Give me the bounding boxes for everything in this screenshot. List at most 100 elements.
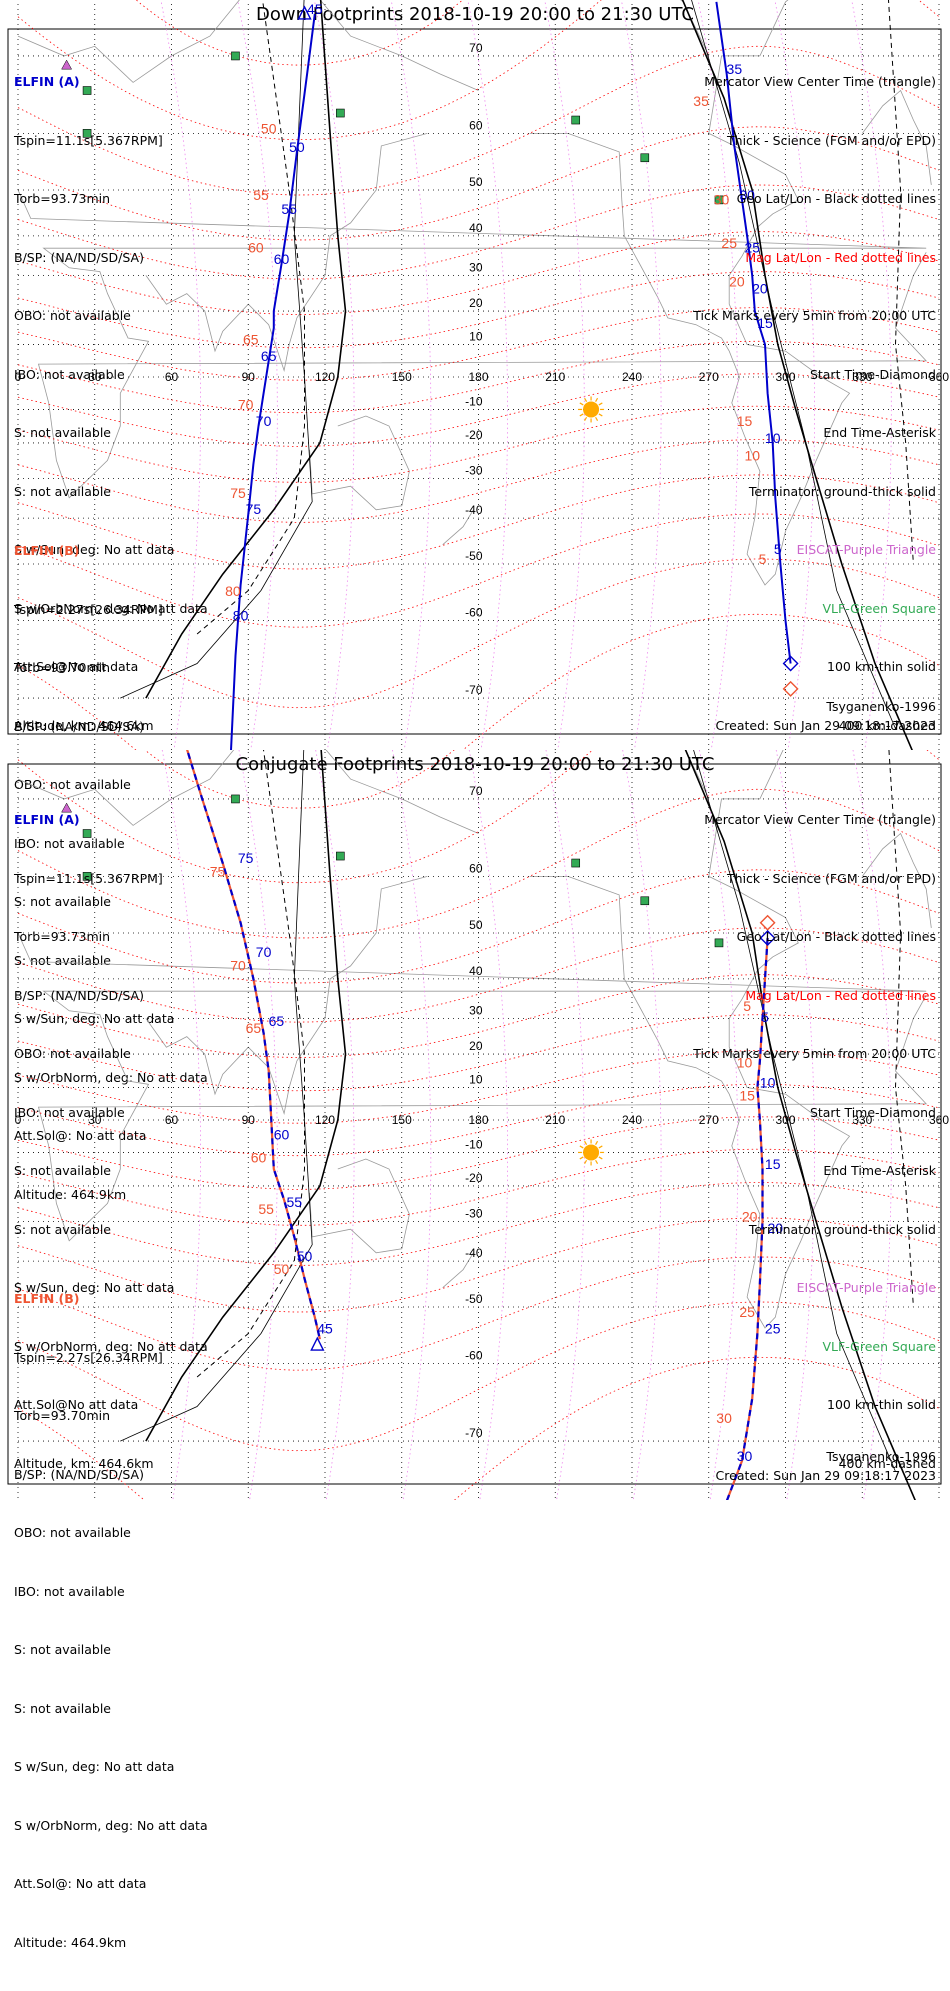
y-tick-label: 20 [469, 1039, 483, 1053]
sun-ray [598, 413, 603, 417]
track-tick-label: 55 [258, 1201, 274, 1217]
x-tick-label: 30 [88, 1113, 102, 1127]
legend-line: Mag Lat/Lon - Red dotted lines [745, 987, 936, 1003]
x-tick-label: 240 [622, 1113, 642, 1127]
legend-line: Thick - Science (FGM and/or EPD) [727, 870, 936, 886]
x-tick-label: 120 [315, 370, 335, 384]
y-tick-label: 70 [469, 784, 483, 798]
track-tick-label: 50 [289, 139, 305, 155]
down-footprints-panel: Down Footprints 2018-10-19 20:00 to 21:3… [0, 0, 950, 1202]
y-tick-label: -20 [465, 428, 483, 442]
start-time-diamond [782, 680, 799, 697]
sun-ray [579, 1156, 584, 1160]
100km-line [120, 0, 313, 699]
elfin-b-line: S: not available [14, 1700, 111, 1716]
elfin-b-line: OBO: not available [14, 1525, 131, 1540]
track-tick-label: 10 [760, 1075, 776, 1091]
mag-lon-line [774, 0, 815, 750]
y-tick-label: 40 [469, 964, 483, 978]
coastline [17, 189, 928, 499]
coastline [529, 750, 851, 1329]
sun-ray [595, 397, 599, 402]
mag-lon-line [545, 750, 585, 1500]
track-tick-label: 10 [744, 447, 760, 463]
elfin-b-header: ELFIN (B) [14, 543, 80, 558]
vlf-site-marker [640, 896, 650, 906]
elfin-b-line: IBO: not available [14, 835, 125, 851]
sun-ray [598, 402, 603, 406]
panel-title: Down Footprints 2018-10-19 20:00 to 21:3… [256, 4, 694, 25]
x-tick-label: 90 [242, 1113, 256, 1127]
legend-line: Mercator View Center Time (triangle) [704, 812, 936, 827]
mag-lat-line [17, 1148, 940, 1226]
elfin-b-line: Torb=93.70min [14, 1408, 111, 1423]
sun-ray [584, 397, 588, 402]
legend-line: EISCAT-Purple Triangle [796, 1280, 936, 1295]
terminator-line [145, 750, 347, 1442]
mag-lat-line [17, 231, 940, 315]
vlf-site-marker [571, 858, 581, 868]
sun-ray [579, 413, 584, 417]
legend-line: 100 km-thin solid [827, 659, 936, 674]
y-tick-label: 20 [469, 296, 483, 310]
y-tick-label: -40 [465, 503, 483, 517]
coastline [442, 1252, 474, 1288]
elfin-b-line: Att.Sol@: No att data [14, 1876, 147, 1891]
elfin-b-line: Altitude: 464.9km [14, 1934, 127, 1950]
track-tick-label: 30 [737, 1448, 753, 1464]
vlf-site-marker [714, 938, 724, 948]
mag-lat-line [17, 474, 940, 570]
elfin-b-line: Torb=93.70min [14, 660, 111, 675]
track-tick-label: 55 [287, 1194, 303, 1210]
track-tick-label: 50 [274, 1261, 290, 1277]
mag-lat-line [17, 1014, 940, 1092]
legend-line: Tick Marks every 5min from 20:00 UTC [693, 1046, 936, 1061]
mag-lat-line [17, 271, 940, 349]
sun-icon [583, 401, 600, 418]
x-tick-label: 300 [775, 370, 795, 384]
elfin-a-line: IBO: not available [14, 1104, 125, 1120]
track-tick-label: 35 [693, 93, 709, 109]
400km-line [196, 750, 305, 1378]
mag-lon-line [851, 0, 892, 750]
vlf-site-marker [231, 51, 240, 61]
x-tick-label: 90 [242, 370, 256, 384]
track-tick-label: 15 [765, 1156, 781, 1172]
x-tick-label: 60 [165, 1113, 179, 1127]
track-tick-label: 60 [251, 1149, 267, 1165]
vlf-site-marker [82, 129, 92, 138]
x-tick-label: 0 [15, 370, 22, 384]
elfin-b-line: S: not available [14, 894, 111, 909]
x-tick-label: 240 [622, 370, 642, 384]
mag-lon-line [699, 750, 739, 1500]
mag-lat-line [17, 340, 940, 414]
track-tick-label: 10 [737, 1055, 753, 1071]
elfin-b-line: S: not available [14, 1642, 111, 1657]
mag-lon-line [852, 750, 892, 1500]
legend-line: EISCAT-Purple Triangle [796, 542, 936, 557]
coastline [145, 876, 428, 1116]
legend-line: VLF-Green Square [822, 600, 936, 616]
eiscat-site-marker [61, 59, 73, 70]
coastline [685, 750, 710, 800]
start-time-diamond [782, 655, 799, 672]
track-tick-label: 70 [230, 957, 246, 973]
track-tick-label: 60 [248, 239, 264, 255]
x-tick-label: 360 [929, 1113, 949, 1127]
y-tick-label: 30 [469, 1003, 483, 1017]
terminator-line [681, 0, 913, 750]
elfin-b-line: IBO: not available [14, 1583, 125, 1599]
mag-lat-line [17, 307, 940, 381]
track-tick-label: 45 [317, 1321, 333, 1337]
x-tick-label: 270 [699, 1113, 719, 1127]
elfin-a-track [186, 750, 321, 1340]
x-tick-label: 120 [315, 1113, 335, 1127]
y-tick-label: -30 [465, 1207, 483, 1221]
legend-line: Mercator View Center Time (triangle) [704, 74, 936, 89]
mag-lon-line [468, 750, 508, 1500]
sun-ray [584, 416, 588, 422]
y-tick-label: -40 [465, 1246, 483, 1260]
down-footprints-map: 0 30 60 90 120 150 180 210 240 270 300 330 360 70 60 50… [7, 0, 949, 750]
y-tick-label: 40 [469, 221, 483, 235]
track-tick-label: 25 [739, 1304, 755, 1320]
